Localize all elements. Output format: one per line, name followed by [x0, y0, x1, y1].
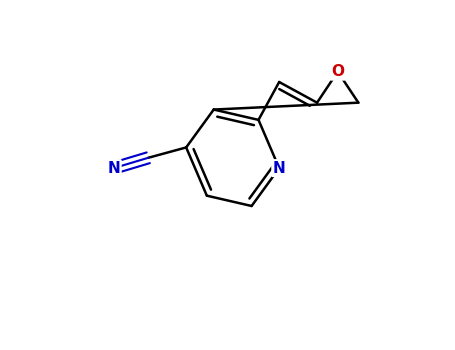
Text: N: N: [107, 161, 120, 176]
Text: O: O: [331, 64, 344, 79]
Text: N: N: [273, 161, 286, 176]
